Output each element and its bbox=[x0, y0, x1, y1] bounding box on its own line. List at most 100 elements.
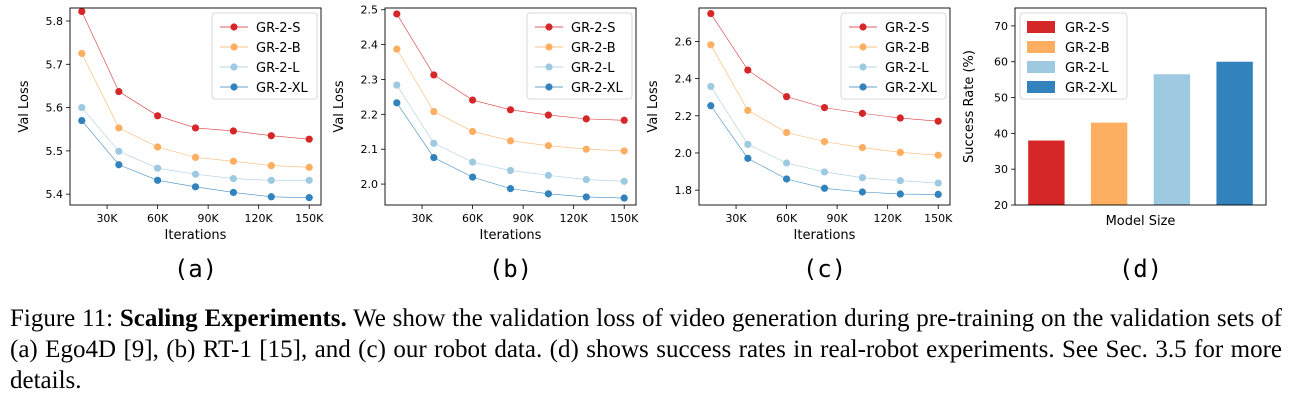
y-tick-label: 2.2 bbox=[361, 108, 379, 121]
plot-frame bbox=[69, 7, 322, 206]
data-point bbox=[267, 132, 275, 140]
data-point bbox=[115, 124, 123, 132]
x-axis-label: Model Size bbox=[1106, 214, 1176, 229]
data-point bbox=[305, 194, 313, 202]
data-point bbox=[267, 162, 275, 170]
bar-gr-2-l bbox=[1153, 74, 1191, 205]
data-point bbox=[620, 194, 628, 202]
legend-box bbox=[211, 12, 318, 100]
data-point bbox=[78, 116, 86, 125]
legend-marker bbox=[545, 23, 553, 31]
y-tick-label: 5.7 bbox=[46, 58, 64, 71]
legend-swatch bbox=[1027, 21, 1055, 33]
y-tick-label: 40 bbox=[994, 127, 1008, 140]
data-point bbox=[468, 173, 477, 181]
data-point bbox=[934, 151, 942, 159]
x-tick-label: 30K bbox=[96, 212, 118, 225]
legend-swatch bbox=[1027, 81, 1055, 93]
data-point bbox=[229, 127, 238, 135]
data-point bbox=[305, 163, 313, 171]
data-point bbox=[744, 66, 752, 74]
y-tick-label: 2.4 bbox=[675, 73, 693, 86]
x-tick-label: 150K bbox=[610, 212, 639, 225]
legend-marker bbox=[230, 83, 238, 91]
caption-text: We show the validation loss of video gen… bbox=[10, 305, 1282, 394]
data-point bbox=[896, 114, 904, 122]
data-point bbox=[858, 143, 867, 152]
x-tick-label: 60K bbox=[462, 212, 484, 225]
y-tick-label: 1.8 bbox=[675, 184, 693, 197]
data-point bbox=[153, 143, 162, 151]
data-point bbox=[191, 153, 200, 161]
data-point bbox=[393, 99, 401, 107]
data-point bbox=[229, 188, 238, 197]
data-point bbox=[782, 128, 791, 137]
data-point bbox=[393, 45, 401, 53]
data-point bbox=[582, 145, 590, 153]
data-point bbox=[544, 111, 553, 119]
data-point bbox=[153, 164, 162, 172]
data-point bbox=[744, 140, 752, 149]
y-tick-label: 2.4 bbox=[361, 39, 379, 52]
x-axis-label: Iterations bbox=[165, 228, 227, 243]
data-point bbox=[305, 176, 313, 184]
panel-label: (b) bbox=[489, 255, 532, 283]
y-tick-label: 2.0 bbox=[361, 178, 379, 191]
legend-label: GR-2-B bbox=[256, 41, 301, 56]
data-point bbox=[858, 109, 867, 117]
x-tick-label: 30K bbox=[725, 212, 747, 225]
data-point bbox=[744, 106, 752, 115]
x-tick-label: 30K bbox=[411, 212, 433, 225]
bar-gr-2-b bbox=[1090, 122, 1128, 205]
legend-label: GR-2-B bbox=[571, 41, 616, 56]
y-tick-label: 2.1 bbox=[361, 143, 379, 156]
panel-label: (c) bbox=[803, 255, 846, 283]
x-tick-label: 150K bbox=[924, 212, 953, 225]
data-point bbox=[115, 87, 123, 96]
data-point bbox=[506, 106, 515, 114]
data-point bbox=[78, 103, 86, 112]
legend-label: GR-2-L bbox=[571, 61, 615, 76]
y-axis-label: Success Rate (%) bbox=[962, 50, 977, 163]
x-tick-label: 60K bbox=[776, 212, 798, 225]
data-point bbox=[820, 184, 829, 192]
x-tick-label: 150K bbox=[295, 212, 324, 225]
data-point bbox=[191, 124, 200, 132]
data-point bbox=[229, 157, 238, 165]
y-tick-label: 2.5 bbox=[361, 4, 379, 17]
legend-label: GR-2-S bbox=[256, 21, 300, 36]
y-tick-label: 5.5 bbox=[46, 145, 64, 158]
panel-label: (a) bbox=[174, 255, 217, 283]
plot-frame bbox=[1014, 7, 1267, 206]
series-line-4 bbox=[396, 102, 625, 199]
legend-marker bbox=[859, 63, 867, 71]
legend-label: GR-2-XL bbox=[1065, 81, 1117, 96]
data-point bbox=[393, 10, 401, 18]
x-tick-label: 90K bbox=[513, 212, 535, 225]
chart-panel-2: 2.0 2.1 2.2 2.3 2.4 2.5 Val Loss 30K 60K 90K 120K 1… bbox=[332, 4, 639, 283]
y-tick-label: 2.2 bbox=[675, 110, 693, 123]
x-tick-label: 120K bbox=[874, 212, 903, 225]
y-axis-label: Val Loss bbox=[646, 80, 661, 132]
y-axis-label: Val Loss bbox=[17, 80, 32, 132]
data-point bbox=[430, 71, 438, 79]
data-point bbox=[896, 190, 904, 198]
data-point bbox=[896, 148, 904, 157]
y-tick-label: 60 bbox=[994, 56, 1008, 69]
data-point bbox=[782, 93, 791, 101]
data-point bbox=[506, 137, 515, 145]
x-tick-label: 90K bbox=[198, 212, 220, 225]
legend-label: GR-2-XL bbox=[885, 81, 937, 96]
data-point bbox=[782, 175, 791, 183]
legend-label: GR-2-B bbox=[1065, 41, 1110, 56]
data-point bbox=[744, 154, 752, 162]
y-tick-label: 50 bbox=[994, 92, 1008, 105]
plot-frame bbox=[698, 7, 951, 206]
data-point bbox=[229, 174, 238, 183]
x-tick-label: 90K bbox=[827, 212, 849, 225]
chart-panel-3: 1.8 2.0 2.2 2.4 2.6 Val Loss 30K 60K 90K 120K 150K… bbox=[646, 7, 953, 283]
data-point bbox=[707, 9, 715, 18]
data-point bbox=[506, 166, 515, 175]
figure-charts: 5.4 5.5 5.6 5.7 5.8 Val Loss 30K 60K 90K 120K 150K… bbox=[17, 4, 1267, 283]
legend-label: GR-2-S bbox=[885, 21, 929, 36]
